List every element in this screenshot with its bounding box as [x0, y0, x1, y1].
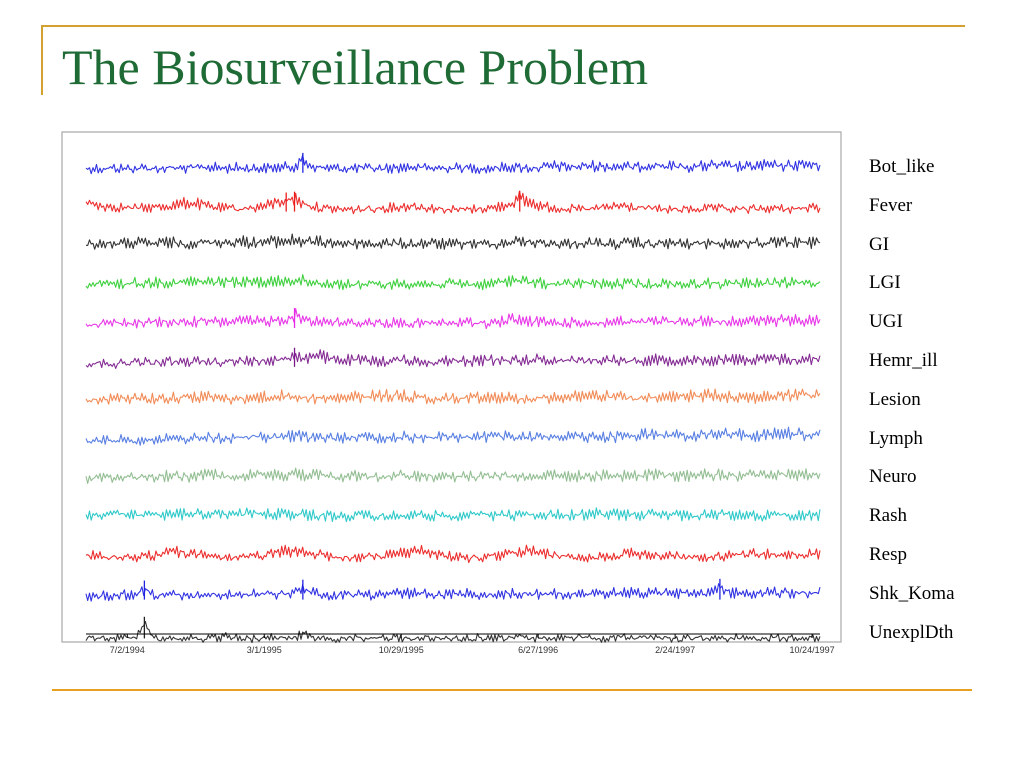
series-line-hemr-ill [85, 349, 821, 369]
slide-title: The Biosurveillance Problem [62, 39, 648, 95]
legend-label-lymph: Lymph [869, 427, 923, 449]
legend-label-unexpldth: UnexplDth [869, 621, 954, 643]
slide-accent-top-rule [41, 25, 965, 27]
series-line-lesion [85, 388, 821, 405]
series-line-lymph [85, 426, 821, 446]
series-line-gi [85, 233, 821, 250]
x-tick-label: 6/27/1996 [518, 645, 558, 655]
legend-label-lgi: LGI [869, 272, 901, 294]
series-line-unexpldth [85, 620, 821, 644]
legend-label-shk-koma: Shk_Koma [869, 582, 955, 604]
legend-label-neuro: Neuro [869, 466, 917, 488]
series-line-lgi [85, 274, 821, 291]
legend-label-resp: Resp [869, 544, 907, 565]
series-line-ugi [85, 308, 821, 330]
series-line-resp [85, 544, 821, 564]
legend-label-lesion: Lesion [869, 388, 921, 410]
slide-accent-bottom-rule [52, 689, 972, 691]
series-line-bot-like [85, 154, 821, 175]
series-line-shk-koma [85, 583, 821, 602]
legend-label-fever: Fever [869, 194, 913, 216]
chart-frame [61, 131, 842, 643]
x-tick-label: 7/2/1994 [110, 645, 145, 655]
x-tick-label: 10/29/1995 [379, 645, 424, 655]
x-tick-label: 10/24/1997 [790, 645, 835, 655]
legend-label-hemr-ill: Hemr_ill [869, 350, 938, 371]
legend-label-ugi: UGI [869, 311, 903, 333]
slide-accent-vertical [41, 25, 43, 95]
legend-label-rash: Rash [869, 505, 907, 527]
series-line-fever [85, 190, 821, 215]
legend-label-bot-like: Bot_like [869, 156, 935, 177]
legend-label-gi: GI [869, 233, 890, 255]
x-tick-label: 2/24/1997 [655, 645, 695, 655]
series-line-rash [85, 507, 821, 523]
series-line-neuro [85, 467, 821, 484]
x-tick-label: 3/1/1995 [247, 645, 282, 655]
